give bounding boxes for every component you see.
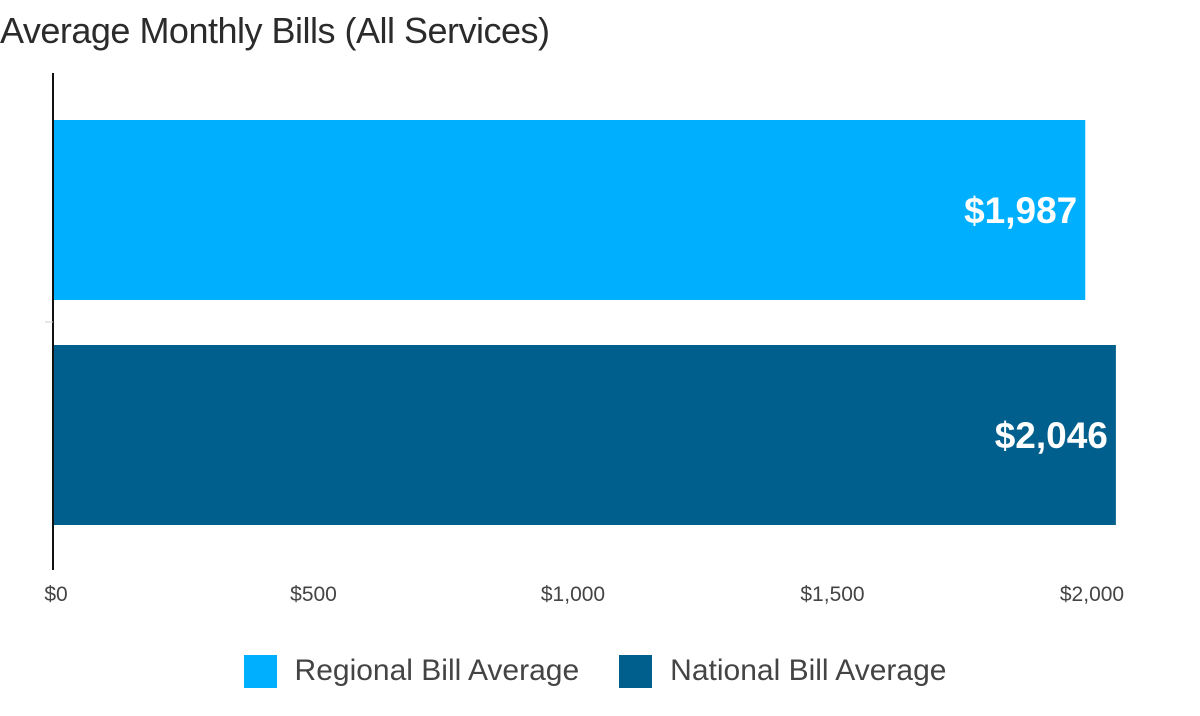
data-label-regional: $1,987 bbox=[964, 190, 1077, 231]
x-tick-label: $2,000 bbox=[1060, 583, 1124, 606]
x-tick-label: $1,500 bbox=[800, 583, 864, 606]
legend-swatch-national bbox=[619, 654, 653, 688]
legend-label-regional: Regional Bill Average bbox=[294, 654, 580, 687]
legend-item-national: National Bill Average bbox=[619, 654, 946, 688]
x-axis-ticks: $0 $500 $1,000 $1,500 $2,000 bbox=[44, 583, 1124, 606]
data-label-national: $2,046 bbox=[995, 415, 1108, 456]
bars-group: $1,987 $2,046 bbox=[54, 120, 1116, 525]
x-tick-label: $1,000 bbox=[541, 583, 605, 606]
x-tick-label: $0 bbox=[44, 583, 67, 606]
legend: Regional Bill Average National Bill Aver… bbox=[0, 654, 1190, 688]
bar-chart: $1,987 $2,046 $0 $500 $1,000 $1,500 $2,000 bbox=[44, 73, 1124, 606]
bar-national bbox=[54, 345, 1116, 525]
bar-regional bbox=[54, 120, 1086, 300]
x-tick-label: $500 bbox=[290, 583, 337, 606]
chart-title: Average Monthly Bills (All Services) bbox=[0, 10, 550, 51]
legend-item-regional: Regional Bill Average bbox=[243, 654, 580, 688]
legend-swatch-regional bbox=[243, 654, 277, 688]
legend-label-national: National Bill Average bbox=[670, 654, 947, 687]
